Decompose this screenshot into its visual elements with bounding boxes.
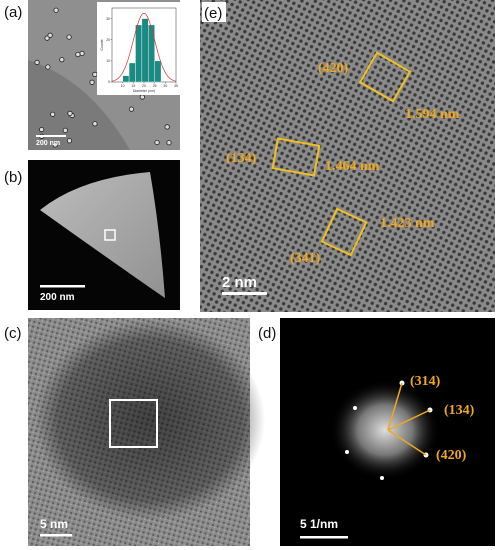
particles <box>34 7 172 148</box>
x-tick-label: 20 <box>142 84 146 88</box>
annotation: (134) <box>226 151 257 166</box>
annotation: 1.464 nm <box>325 159 380 174</box>
x-tick-label: 10 <box>121 84 125 88</box>
particle <box>154 139 160 146</box>
particle <box>45 64 51 70</box>
panel-label: (b) <box>4 169 22 186</box>
film-region <box>28 60 130 150</box>
particle <box>67 110 73 116</box>
particle <box>166 140 172 146</box>
y-tick-label: 10 <box>106 59 110 63</box>
annotation: (420) <box>436 448 467 463</box>
x-axis-label: Diameter (nm) <box>133 89 155 93</box>
scale-label: 200 nm <box>40 292 75 303</box>
particle <box>89 79 95 85</box>
particle <box>139 94 145 100</box>
flake <box>40 172 165 298</box>
particle <box>50 111 56 117</box>
particle <box>34 59 40 65</box>
bar <box>141 18 149 83</box>
scale-label: 2 nm <box>222 274 257 291</box>
histogram: 10 15 20 25 30 35 0 10 20 30 Diameter (nm) Counts <box>100 7 178 93</box>
x-tick-label: 35 <box>174 84 178 88</box>
panel-label: (c) <box>4 325 22 342</box>
scale-bar <box>36 135 66 137</box>
bar <box>135 24 143 83</box>
panel-label: (d) <box>258 325 276 342</box>
scale-bar <box>300 536 348 539</box>
particle <box>53 7 59 13</box>
annotation: (341) <box>290 251 321 266</box>
fft-vectors <box>387 382 431 456</box>
annotation: 1.594 nm <box>405 107 460 122</box>
particle <box>66 138 73 144</box>
bar <box>148 24 155 83</box>
lattice-image <box>200 0 495 312</box>
particle <box>75 51 81 58</box>
fft-halo <box>330 380 440 480</box>
particle <box>39 126 45 133</box>
y-axis-label: Counts <box>100 39 104 50</box>
annotation-boxes <box>271 51 412 257</box>
x-tick-label: 30 <box>163 84 167 88</box>
particle <box>62 127 68 133</box>
particle <box>128 106 135 112</box>
bar <box>122 75 130 83</box>
y-tick-label: 30 <box>106 17 110 21</box>
panel-label: (a) <box>4 4 22 21</box>
scale-label: 5 1/nm <box>300 517 338 531</box>
particle <box>92 71 98 77</box>
particle <box>164 124 170 130</box>
particle <box>59 57 65 63</box>
particle <box>66 34 72 40</box>
particle <box>52 142 58 148</box>
label-bg <box>202 2 226 22</box>
particle <box>47 32 53 38</box>
x-tick-label: 15 <box>131 84 135 88</box>
y-tick-label: 0 <box>108 80 110 84</box>
annotation: (134) <box>444 403 475 418</box>
roi-box <box>104 229 116 241</box>
particle <box>35 320 265 520</box>
bar <box>154 60 162 83</box>
roi-box <box>109 399 158 448</box>
y-tick-label: 20 <box>106 38 110 42</box>
annotation: 1.423 nm <box>380 216 435 231</box>
panel-label: (e) <box>204 5 222 22</box>
scale-bar <box>222 292 267 295</box>
annotation: (420) <box>318 61 349 76</box>
particle <box>92 121 98 127</box>
scale-label: 5 nm <box>40 517 68 531</box>
x-tick-label: 25 <box>153 84 157 88</box>
particle <box>44 35 50 41</box>
annotation: (314) <box>410 374 441 389</box>
scale-bar <box>40 534 72 537</box>
bar <box>128 62 136 83</box>
scale-bar <box>40 285 85 288</box>
scale-label: 200 nm <box>36 140 60 147</box>
particle <box>79 50 85 57</box>
fit-curve <box>111 12 177 82</box>
